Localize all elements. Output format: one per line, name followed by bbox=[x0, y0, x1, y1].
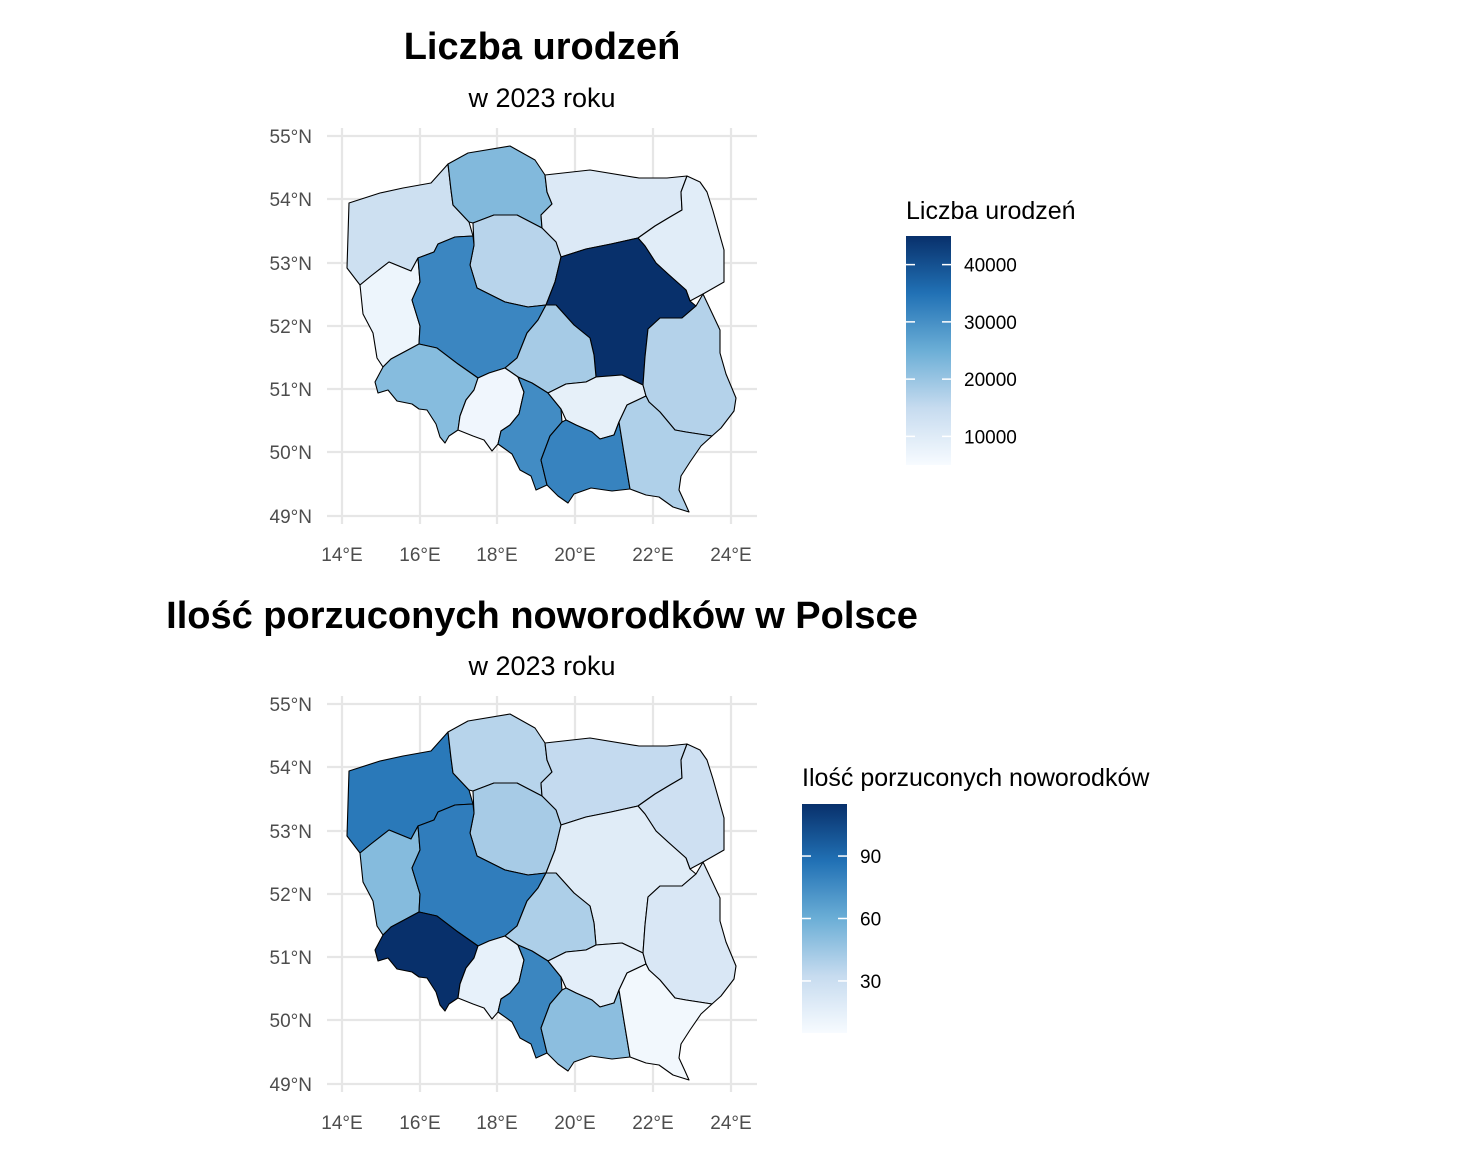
births-subtitle: w 2023 roku bbox=[467, 83, 615, 113]
lat-tick-label: 54°N bbox=[270, 190, 312, 211]
abandoned-lat-ticks: 55°N 54°N 53°N 52°N 51°N 50°N 49°N bbox=[270, 695, 312, 1096]
lat-tick-label: 49°N bbox=[270, 1075, 312, 1096]
lat-tick-label: 50°N bbox=[270, 443, 312, 464]
lon-tick-label: 20°E bbox=[554, 545, 595, 566]
region-małopolskie bbox=[540, 987, 631, 1072]
abandoned-legend-ticks: 30 60 90 bbox=[802, 847, 881, 993]
lat-tick-label: 49°N bbox=[270, 507, 312, 528]
lat-tick-label: 51°N bbox=[270, 948, 312, 969]
lon-tick-label: 24°E bbox=[710, 1113, 751, 1134]
births-regions bbox=[346, 145, 737, 513]
region-dolnośląskie bbox=[374, 343, 479, 444]
lon-tick-label: 22°E bbox=[632, 1113, 673, 1134]
abandoned-legend: Ilość porzuconych noworodków 30 60 90 bbox=[802, 764, 1150, 1033]
legend-tick-label: 30000 bbox=[964, 313, 1017, 334]
legend-tick-label: 10000 bbox=[964, 427, 1017, 448]
lon-tick-label: 18°E bbox=[476, 545, 517, 566]
births-colorbar bbox=[906, 236, 951, 465]
lat-tick-label: 50°N bbox=[270, 1011, 312, 1032]
lat-tick-label: 52°N bbox=[270, 317, 312, 338]
lat-tick-label: 54°N bbox=[270, 758, 312, 779]
legend-tick-label: 40000 bbox=[964, 256, 1017, 277]
abandoned-lon-ticks: 14°E 16°E 18°E 20°E 22°E 24°E bbox=[321, 1113, 751, 1134]
legend-tick-label: 90 bbox=[860, 847, 881, 868]
legend-tick-label: 30 bbox=[860, 972, 881, 993]
births-lat-ticks: 55°N 54°N 53°N 52°N 51°N 50°N 49°N bbox=[270, 127, 312, 528]
lat-tick-label: 55°N bbox=[270, 127, 312, 148]
panel-births: Liczba urodzeń w 2023 roku 55°N54°N53°N5… bbox=[270, 26, 1076, 566]
region-podkarpackie bbox=[618, 963, 713, 1081]
region-małopolskie bbox=[540, 419, 631, 504]
lon-tick-label: 14°E bbox=[321, 545, 362, 566]
lat-tick-label: 53°N bbox=[270, 254, 312, 275]
lon-tick-label: 24°E bbox=[710, 545, 751, 566]
lat-tick-label: 51°N bbox=[270, 380, 312, 401]
births-title: Liczba urodzeń bbox=[404, 26, 681, 68]
lat-tick-label: 55°N bbox=[270, 695, 312, 716]
births-legend: Liczba urodzeń 10000 20000 30000 40000 bbox=[906, 197, 1076, 465]
legend-tick-label: 20000 bbox=[964, 370, 1017, 391]
lat-tick-label: 53°N bbox=[270, 822, 312, 843]
births-legend-title: Liczba urodzeń bbox=[906, 197, 1076, 225]
lon-tick-label: 16°E bbox=[399, 545, 440, 566]
panel-abandoned: Ilość porzuconych noworodków w Polsce w … bbox=[166, 595, 1150, 1134]
abandoned-title: Ilość porzuconych noworodków w Polsce bbox=[166, 595, 918, 637]
region-dolnośląskie bbox=[374, 911, 479, 1012]
births-lon-ticks: 14°E 16°E 18°E 20°E 22°E 24°E bbox=[321, 545, 751, 566]
legend-tick-label: 60 bbox=[860, 910, 881, 931]
abandoned-subtitle: w 2023 roku bbox=[467, 651, 615, 681]
lon-tick-label: 22°E bbox=[632, 545, 673, 566]
births-legend-ticks: 10000 20000 30000 40000 bbox=[906, 256, 1017, 448]
abandoned-regions bbox=[346, 713, 737, 1081]
lon-tick-label: 16°E bbox=[399, 1113, 440, 1134]
lon-tick-label: 20°E bbox=[554, 1113, 595, 1134]
abandoned-legend-title: Ilość porzuconych noworodków bbox=[802, 764, 1150, 792]
lon-tick-label: 14°E bbox=[321, 1113, 362, 1134]
region-podkarpackie bbox=[618, 395, 713, 513]
lon-tick-label: 18°E bbox=[476, 1113, 517, 1134]
lat-tick-label: 52°N bbox=[270, 885, 312, 906]
